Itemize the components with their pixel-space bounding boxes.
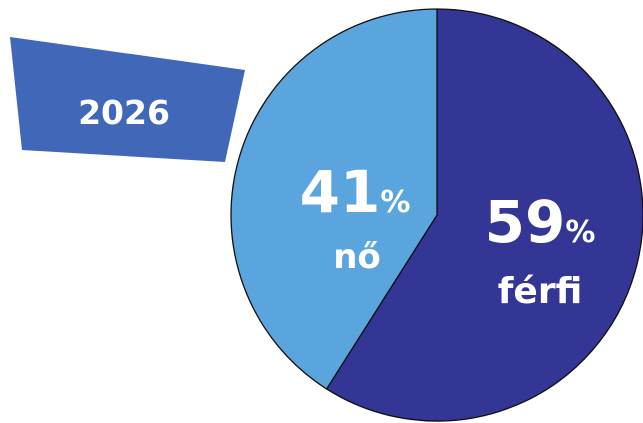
- slice-unit-no: %: [380, 185, 410, 220]
- slice-value-no: 41: [300, 158, 381, 226]
- pie-slices: [230, 8, 643, 422]
- slice-label-no: 41% nő: [300, 158, 411, 277]
- year-badge: 2026: [10, 37, 245, 162]
- year-badge-label: 2026: [78, 93, 170, 132]
- svg-text:59%: 59%: [485, 188, 596, 256]
- slice-name-no: nő: [333, 237, 381, 277]
- slice-ferfi: [325, 8, 643, 422]
- slice-label-ferfi: 59% férfi: [485, 188, 596, 312]
- slice-no: [230, 8, 438, 390]
- svg-text:41%: 41%: [300, 158, 411, 226]
- slice-value-ferfi: 59: [485, 188, 566, 256]
- slice-unit-ferfi: %: [565, 215, 595, 250]
- year-badge-shape: [10, 37, 245, 162]
- slice-name-ferfi: férfi: [498, 271, 583, 312]
